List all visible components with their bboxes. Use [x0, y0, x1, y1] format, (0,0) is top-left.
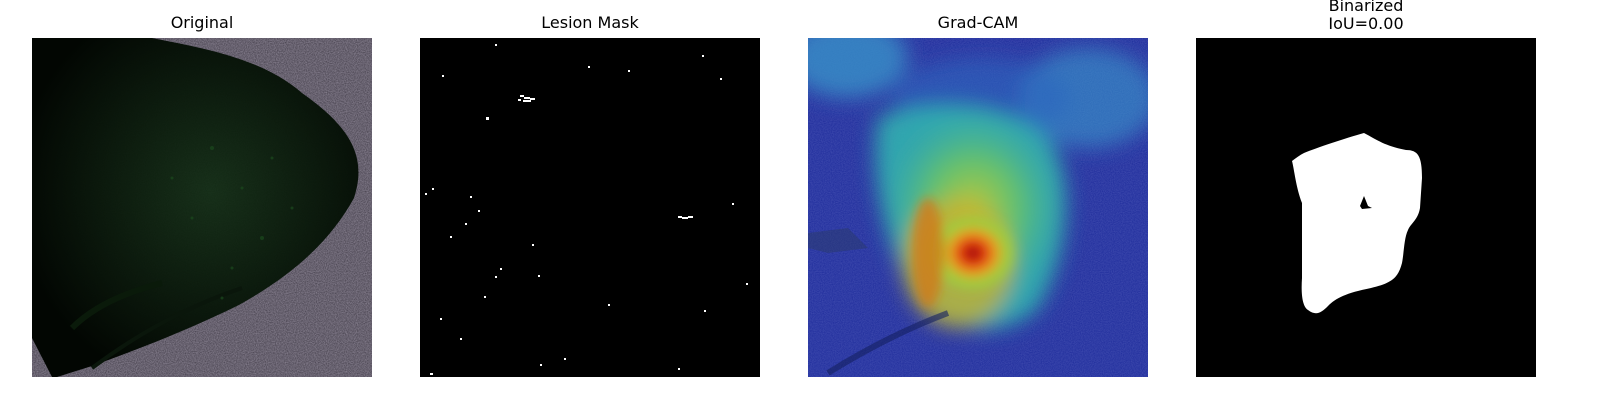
leaf-shape [32, 38, 359, 377]
lesion-mask-image [420, 38, 760, 377]
binarized-image [1196, 38, 1536, 377]
panel-title-lesion-mask: Lesion Mask [541, 13, 639, 32]
binarized-region [1292, 133, 1422, 314]
mask-speckles [425, 44, 748, 375]
original-image [32, 38, 372, 377]
panel-title-original: Original [170, 13, 234, 32]
panel-title-grad-cam: Grad-CAM [937, 13, 1019, 32]
binarized-hole [1360, 196, 1372, 209]
panel-title-binarized: Binarized [1328, 0, 1404, 15]
leaf-texture [170, 146, 294, 300]
grad-cam-image [808, 38, 1148, 377]
panel-subtitle-iou: IoU=0.00 [1328, 14, 1404, 33]
